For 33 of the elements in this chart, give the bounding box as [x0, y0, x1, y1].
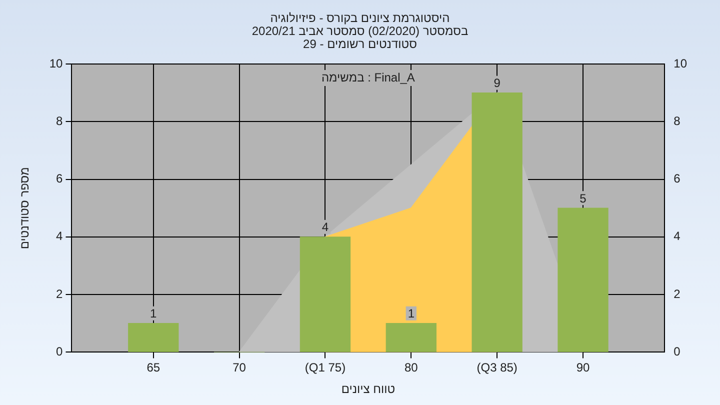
- y2-tick-label: 0: [674, 344, 681, 359]
- y2-tick-label: 8: [674, 114, 681, 128]
- y-axis-title: מספר סטודנטים: [18, 167, 32, 250]
- y2-tick-label: 2: [674, 286, 681, 301]
- bar: [386, 323, 436, 352]
- data-label: 1: [408, 306, 415, 321]
- x-tick-label: 80: [404, 360, 418, 375]
- bar: [300, 236, 351, 352]
- bar: [472, 92, 522, 352]
- y-tick-label: 4: [56, 229, 64, 244]
- annotation: במשימה : Final_A: [321, 70, 415, 84]
- y-tick-label: 2: [56, 286, 64, 301]
- chart-subtitle: בסמסטר (02/2020) סמסטר אביב 2020/21 סטודנטים רשומים - 29: [250, 24, 470, 51]
- bar: [128, 323, 179, 352]
- x-tick-label: 90: [576, 360, 590, 375]
- data-label: 1: [150, 306, 158, 321]
- x-tick-label: (Q1 75): [304, 360, 346, 375]
- y-tick-label: 6: [56, 172, 64, 186]
- data-label: 9: [494, 76, 501, 90]
- x-tick-label: 65: [146, 360, 160, 375]
- x-axis-title: טווח ציונים: [341, 382, 396, 396]
- x-tick-label: (Q3 85): [476, 360, 518, 375]
- y-tick-label: 8: [56, 114, 64, 128]
- chart-title: היסטוגרמת ציונים בקורס - פיזיולוגיה: [269, 11, 451, 25]
- y2-tick-label: 6: [674, 172, 681, 186]
- data-label: 5: [580, 191, 587, 206]
- x-tick-label: 70: [232, 360, 246, 375]
- y-tick-label: 0: [56, 344, 64, 359]
- y2-tick-label: 4: [674, 229, 681, 244]
- y-tick-label: 10: [49, 56, 64, 70]
- data-label: 4: [322, 220, 329, 234]
- bar: [558, 208, 608, 352]
- y2-tick-label: 10: [674, 56, 688, 70]
